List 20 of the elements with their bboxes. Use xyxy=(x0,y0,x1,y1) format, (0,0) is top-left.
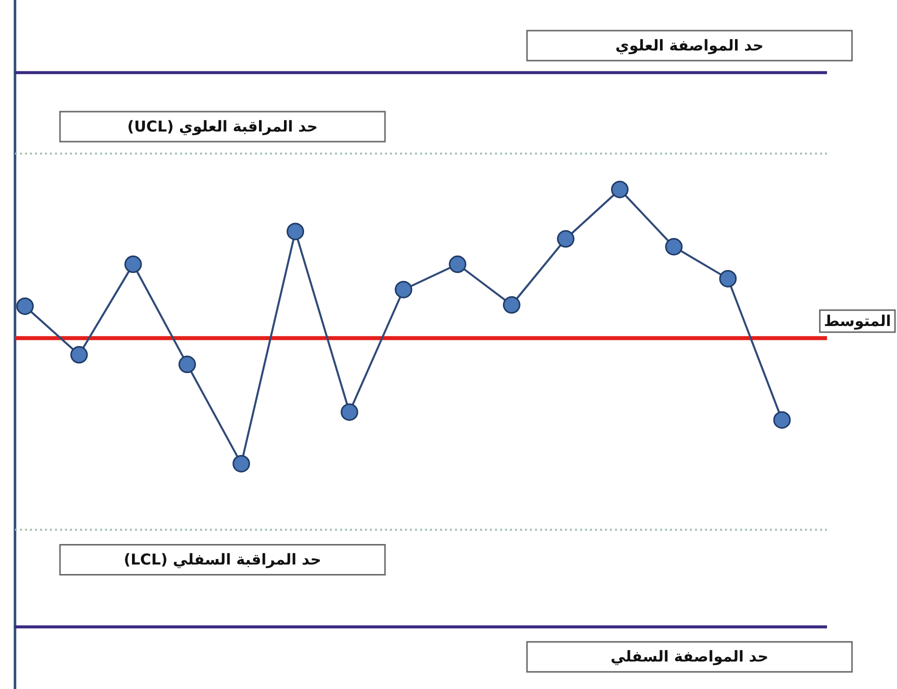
point xyxy=(448,256,466,274)
ref-line-label: المتوسط xyxy=(824,312,891,330)
point xyxy=(70,346,88,364)
point xyxy=(719,270,737,288)
point xyxy=(340,403,358,421)
point xyxy=(502,296,520,314)
point xyxy=(178,356,196,374)
ref-line-label: حد المراقبة العلوي (UCL) xyxy=(127,117,318,136)
ref-line-label: حد المواصفة السفلي xyxy=(610,648,768,666)
point xyxy=(286,222,304,240)
point xyxy=(773,411,791,429)
point xyxy=(394,280,412,298)
point xyxy=(556,230,574,248)
point xyxy=(232,454,250,472)
point xyxy=(124,256,142,274)
point xyxy=(611,180,629,198)
ref-line-label: حد المراقبة السفلي (LCL) xyxy=(124,550,322,569)
point xyxy=(16,297,34,315)
point xyxy=(665,238,683,256)
ref-line-label: حد المواصفة العلوي xyxy=(615,36,764,55)
